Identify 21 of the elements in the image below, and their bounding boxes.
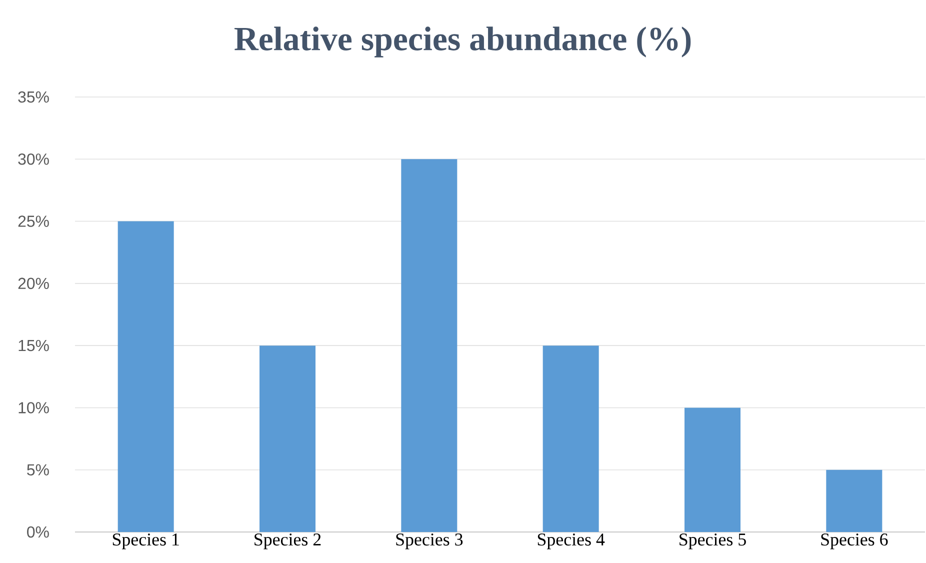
- y-tick-label: 0%: [27, 526, 49, 538]
- y-tick-label: 10%: [18, 402, 49, 414]
- x-tick-label: Species 5: [680, 534, 746, 550]
- y-tick-label: 30%: [18, 154, 49, 165]
- x-tick-label: Species 1: [112, 534, 179, 550]
- x-tick-label: Species 4: [538, 534, 605, 550]
- bar: [542, 346, 599, 532]
- x-tick-label: Species 2: [254, 534, 321, 550]
- y-tick-label: 5%: [27, 464, 49, 476]
- y-tick-label: 20%: [18, 278, 49, 290]
- bar: [684, 408, 741, 532]
- bar: [118, 221, 174, 532]
- y-tick-label: 35%: [18, 91, 49, 103]
- y-tick-label: 25%: [18, 216, 49, 227]
- x-tick-label: Species 6: [821, 534, 888, 550]
- y-tick-label: 15%: [18, 340, 49, 352]
- x-tick-label: Species 3: [396, 534, 463, 550]
- bar: [260, 346, 316, 532]
- bar: [826, 470, 882, 532]
- chart-title: Relative species abundance (%): [234, 26, 691, 58]
- bar: [401, 159, 458, 532]
